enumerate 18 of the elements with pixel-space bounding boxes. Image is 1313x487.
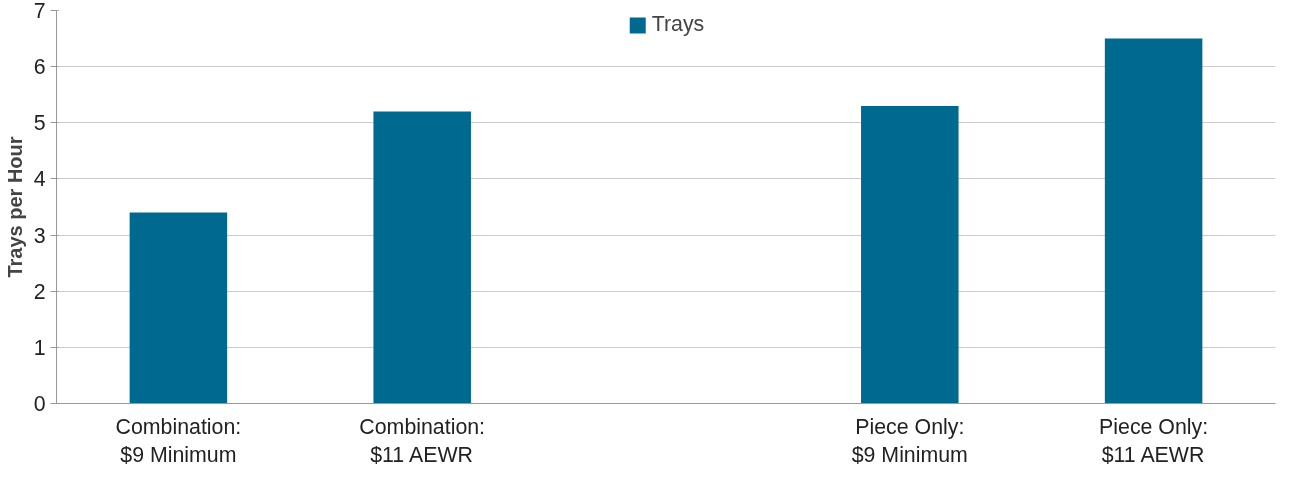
y-tick-label: 7	[33, 0, 46, 23]
x-tick-label: Piece Only: $9 Minimum	[851, 414, 968, 468]
bar	[861, 105, 959, 404]
bar	[129, 212, 228, 404]
legend-label: Trays	[651, 12, 705, 37]
y-tick-label: 3	[33, 223, 46, 248]
bar	[1104, 38, 1203, 404]
y-tick-label: 5	[33, 111, 46, 136]
y-tick-label: 2	[33, 279, 46, 304]
x-tick-label: Combination: $9 Minimum	[115, 414, 242, 468]
y-tick-label: 4	[33, 167, 46, 192]
y-axis-title: Trays per Hour	[3, 136, 26, 278]
y-tick-label: 0	[33, 392, 46, 416]
y-tick-label: 1	[33, 335, 46, 360]
x-tick-label: Combination: $11 AEWR	[359, 414, 486, 468]
bar	[373, 111, 471, 404]
y-tick-label: 6	[33, 55, 46, 80]
x-tick-label: Piece Only: $11 AEWR	[1099, 414, 1209, 468]
